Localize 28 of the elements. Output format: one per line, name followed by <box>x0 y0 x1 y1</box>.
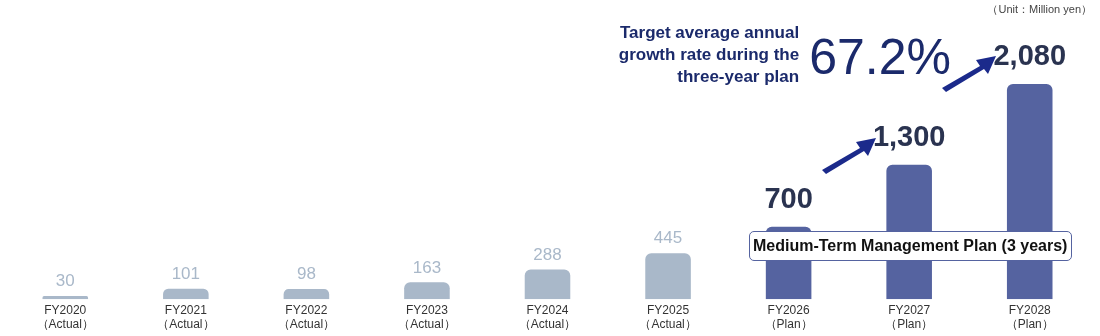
x-tick-label: FY2022 （Actual） <box>277 302 336 332</box>
x-tick-label: FY2028 （Plan） <box>1005 302 1054 332</box>
data-label: 1,300 <box>872 120 946 153</box>
x-tick-label: FY2023 （Actual） <box>398 302 456 332</box>
data-label: 101 <box>171 263 201 283</box>
bar <box>404 282 450 300</box>
x-tick-label: FY2024 （Actual） <box>518 302 577 332</box>
x-tick-label: FY2025 （Actual） <box>639 302 697 332</box>
bar <box>524 269 571 300</box>
x-tick-label: FY2020 （Actual） <box>36 302 94 332</box>
bar <box>42 296 89 300</box>
annotation: Medium-Term Management Plan (3 years) <box>748 231 1072 262</box>
x-tick-label: FY2021 （Actual） <box>157 302 215 332</box>
data-label: 163 <box>412 257 442 277</box>
bar <box>283 289 330 300</box>
annotation: 67.2% <box>809 28 951 86</box>
annotation: Target average annual growth rate during the three-year plan <box>617 22 800 88</box>
bar <box>163 288 209 300</box>
text: （Unit：Million yen） <box>987 2 1092 17</box>
data-label: 98 <box>296 264 316 284</box>
x-tick-label: FY2026 （Plan） <box>764 302 813 332</box>
data-label: 2,080 <box>993 39 1067 72</box>
bar <box>645 253 691 300</box>
data-label: 700 <box>764 182 813 215</box>
data-label: 288 <box>533 244 562 264</box>
data-label: 445 <box>653 228 683 248</box>
data-label: 30 <box>55 271 75 291</box>
x-tick-label: FY2027 （Plan） <box>885 302 934 332</box>
